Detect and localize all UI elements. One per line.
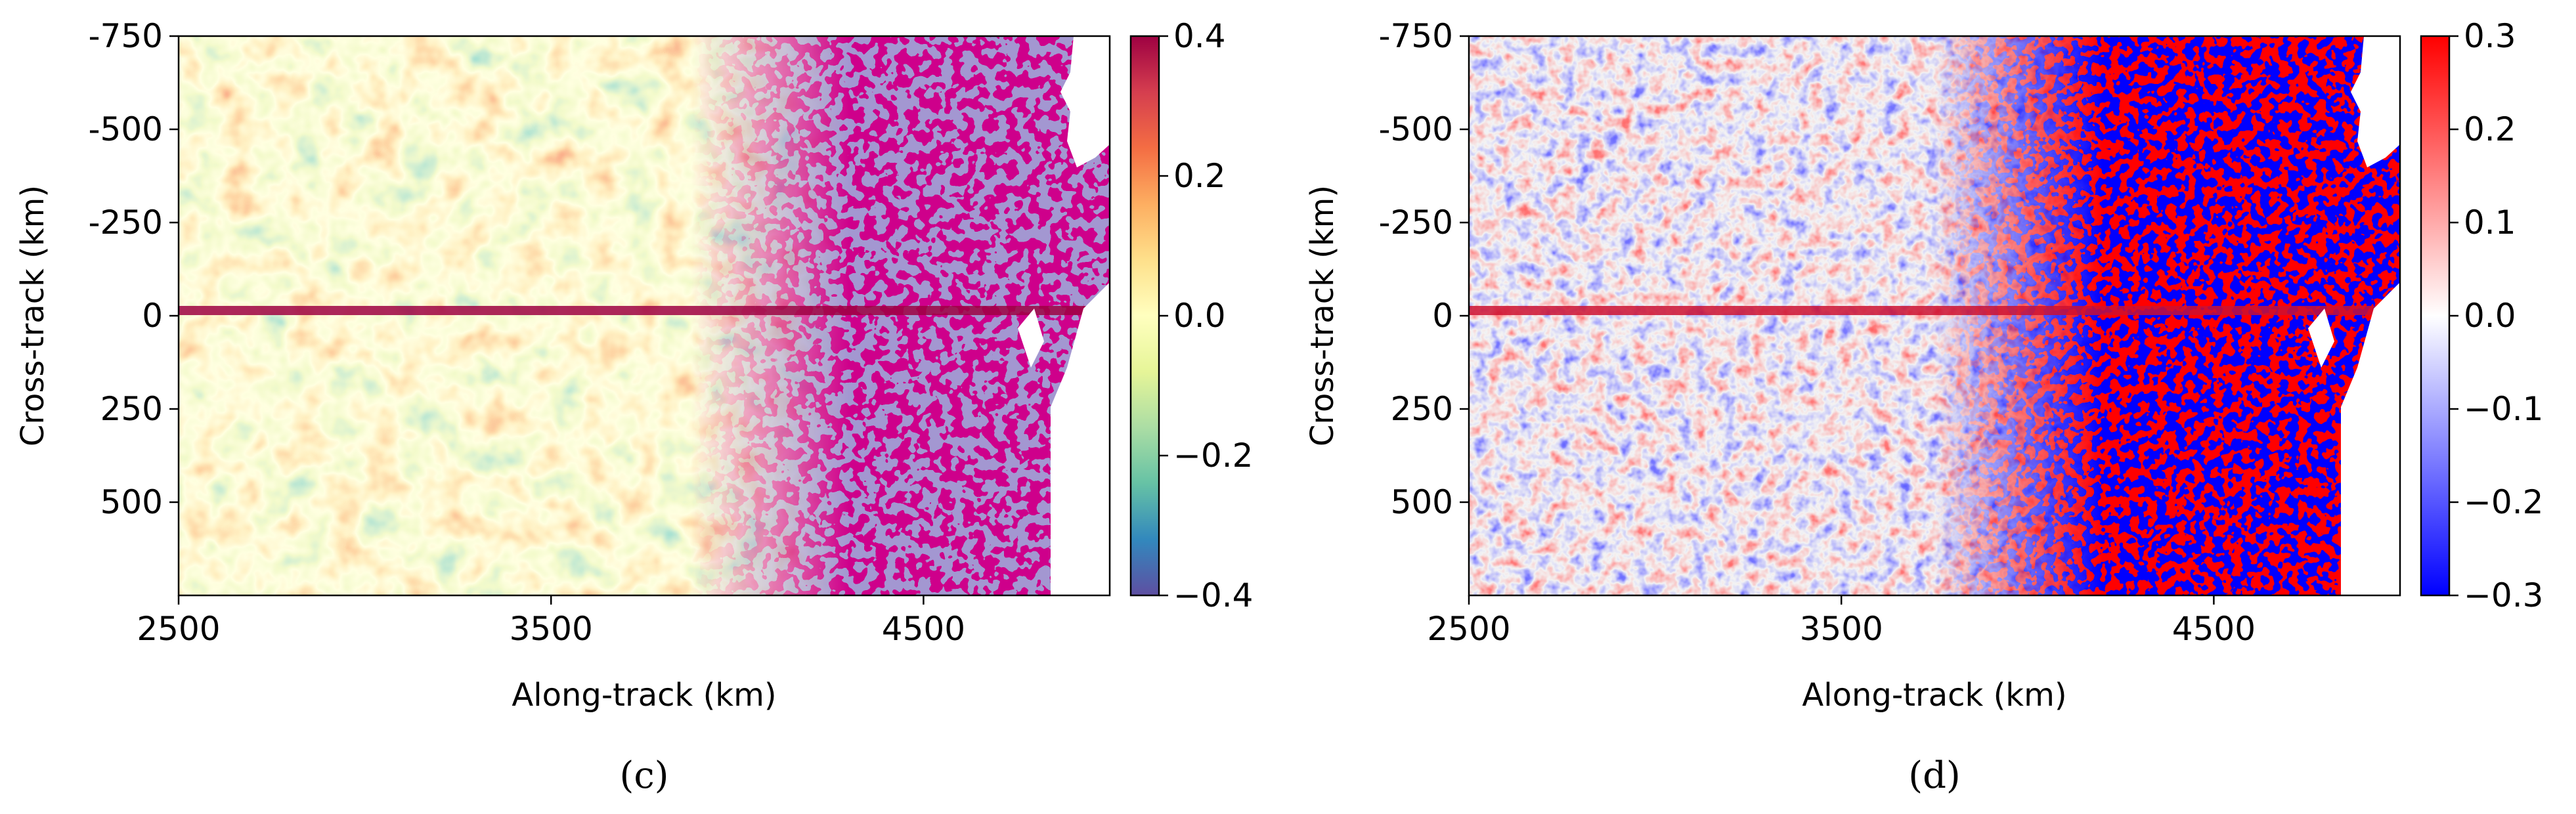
x-tick-label: 3500 — [1800, 610, 1883, 648]
colorbar-tick-label: −0.4 — [1173, 576, 1253, 614]
heatmap-d — [1469, 36, 2400, 595]
y-ticks-c: -750 -500 -250 0 250 500 — [89, 17, 179, 521]
y-tick-label: 500 — [100, 483, 163, 521]
x-tick-label: 4500 — [2172, 610, 2256, 648]
colorbar-c — [1129, 35, 1160, 597]
y-tick-label: -750 — [1379, 17, 1453, 55]
y-tick-label: -250 — [89, 204, 163, 242]
colorbar-ticks-d: 0.3 0.2 0.1 0.0 −0.1 −0.2 −0.3 — [2449, 17, 2543, 614]
y-tick-label: 0 — [142, 297, 163, 335]
y-ticks-d: -750 -500 -250 0 250 500 — [1379, 17, 1469, 521]
colorbar-tick-label: −0.2 — [2464, 483, 2543, 521]
x-axis-label-c: Along-track (km) — [512, 677, 776, 714]
y-tick-label: -750 — [89, 17, 163, 55]
x-ticks-c: 2500 3500 4500 — [137, 595, 965, 648]
y-tick-label: -250 — [1379, 204, 1453, 242]
y-tick-label: 500 — [1391, 483, 1453, 521]
colorbar-tick-label: 0.3 — [2464, 17, 2516, 55]
x-tick-label: 4500 — [882, 610, 965, 648]
colorbar-d — [2420, 35, 2451, 597]
x-ticks-d: 2500 3500 4500 — [1427, 595, 2256, 648]
colorbar-tick-label: 0.0 — [1173, 297, 1226, 335]
colorbar-tick-label: 0.2 — [1173, 157, 1226, 195]
x-tick-label: 2500 — [137, 610, 220, 648]
colorbar-tick-label: 0.2 — [2464, 110, 2516, 148]
x-axis-label-d: Along-track (km) — [1802, 677, 2066, 714]
panel-d: -750 -500 -250 0 250 500 2500 3500 4500 Along-t… — [1304, 17, 2543, 797]
x-tick-label: 3500 — [510, 610, 593, 648]
colorbar-tick-label: −0.3 — [2464, 576, 2543, 614]
panel-c: -750 -500 -250 0 250 500 2500 3500 4500 Along-t… — [14, 17, 1253, 797]
colorbar-tick-label: 0.0 — [2464, 297, 2516, 335]
colorbar-tick-label: 0.4 — [1173, 17, 1226, 55]
colorbar-tick-label: 0.1 — [2464, 204, 2516, 242]
y-tick-label: 250 — [1391, 390, 1453, 428]
y-tick-label: 250 — [100, 390, 163, 428]
y-tick-label: -500 — [89, 110, 163, 148]
panel-label-d: (d) — [1908, 754, 1961, 797]
colorbar-tick-label: −0.2 — [1173, 437, 1253, 475]
colorbar-ticks-c: 0.4 0.2 0.0 −0.2 −0.4 — [1159, 17, 1253, 614]
y-axis-label-c: Cross-track (km) — [14, 185, 51, 446]
colorbar-tick-label: −0.1 — [2464, 390, 2543, 428]
y-tick-label: -500 — [1379, 110, 1453, 148]
heatmap-c — [179, 36, 1110, 595]
panel-label-c: (c) — [619, 754, 668, 797]
x-tick-label: 2500 — [1427, 610, 1510, 648]
y-tick-label: 0 — [1432, 297, 1453, 335]
y-axis-label-d: Cross-track (km) — [1304, 185, 1341, 446]
